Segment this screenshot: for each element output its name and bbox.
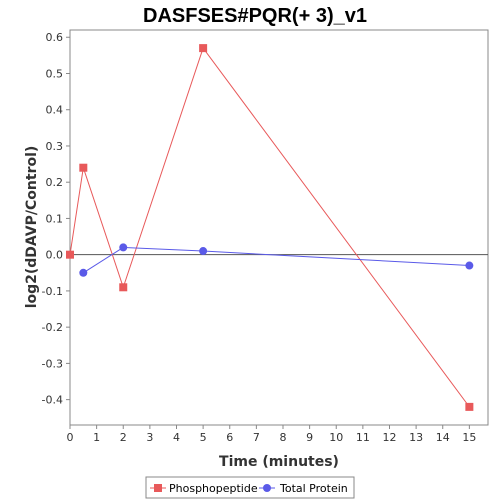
x-tick-label: 1 (93, 431, 100, 444)
data-point-total-protein (79, 268, 88, 277)
legend-box (145, 476, 355, 499)
plot-area: 0 1 2 3 4 5 6 7 8 9 10 11 12 13 14 15 -0.4-0.3-0.2-0.10… (42, 29, 489, 444)
x-tick-label: 5 (200, 431, 207, 444)
x-tick-label: 7 (253, 431, 260, 444)
y-tick-label: 0.0 (46, 249, 64, 262)
x-tick-label: 6 (226, 431, 233, 444)
y-axis-label: log2(dDAVP/Control) (24, 146, 40, 309)
x-axis-label: Time (minutes) (219, 454, 339, 470)
y-tick-label: -0.2 (42, 321, 63, 334)
y-tick-label: 0.6 (46, 31, 64, 44)
legend-marker-total-protein (263, 484, 271, 492)
data-point-total-protein (119, 243, 128, 252)
x-tick-label: 8 (279, 431, 286, 444)
x-tick-label: 10 (329, 431, 343, 444)
y-tick-label: 0.5 (46, 67, 64, 80)
x-tick-label: 12 (382, 431, 396, 444)
data-point-phosphopeptide (199, 44, 208, 53)
legend-label-total-protein: Total Protein (279, 482, 348, 495)
x-tick-label: 4 (173, 431, 180, 444)
y-tick-label: -0.4 (42, 394, 63, 407)
y-tick-label: -0.1 (42, 285, 63, 298)
data-point-total-protein (465, 261, 474, 270)
series-line-total-protein (83, 246, 470, 274)
x-tick-label: 0 (67, 431, 74, 444)
y-axis: -0.4 -0.3 -0.2 -0.1 0.0 0.1 0.2 0.3 0.4 0.5 0.6 (42, 31, 70, 407)
legend: Phosphopeptide Total Protein (145, 476, 355, 499)
plot-frame (69, 29, 489, 426)
x-tick-label: 9 (306, 431, 313, 444)
data-point-phosphopeptide (465, 402, 474, 411)
x-tick-label: 3 (146, 431, 153, 444)
legend-marker-phosphopeptide (154, 484, 162, 492)
data-point-total-protein (199, 247, 208, 256)
y-tick-label: 0.4 (46, 104, 64, 117)
legend-label-phosphopeptide: Phosphopeptide (169, 482, 258, 495)
x-tick-label: 15 (462, 431, 476, 444)
x-tick-label: 2 (120, 431, 127, 444)
data-point-phosphopeptide (66, 250, 74, 259)
x-tick-label: 11 (356, 431, 370, 444)
series-layer (66, 44, 474, 411)
y-tick-label: 0.2 (46, 176, 64, 189)
y-tick-label: 0.3 (46, 140, 64, 153)
y-tick-label: -0.3 (42, 357, 63, 370)
data-point-phosphopeptide (79, 163, 88, 172)
x-axis: 0 1 2 3 4 5 6 7 8 9 10 11 12 13 14 15 (67, 425, 476, 444)
chart-title: DASFSES#PQR(+ 3)_v1 (143, 5, 367, 27)
y-tick-label: 0.1 (46, 212, 64, 225)
x-tick-label: 13 (409, 431, 423, 444)
data-point-phosphopeptide (119, 283, 128, 292)
x-tick-label: 14 (436, 431, 450, 444)
